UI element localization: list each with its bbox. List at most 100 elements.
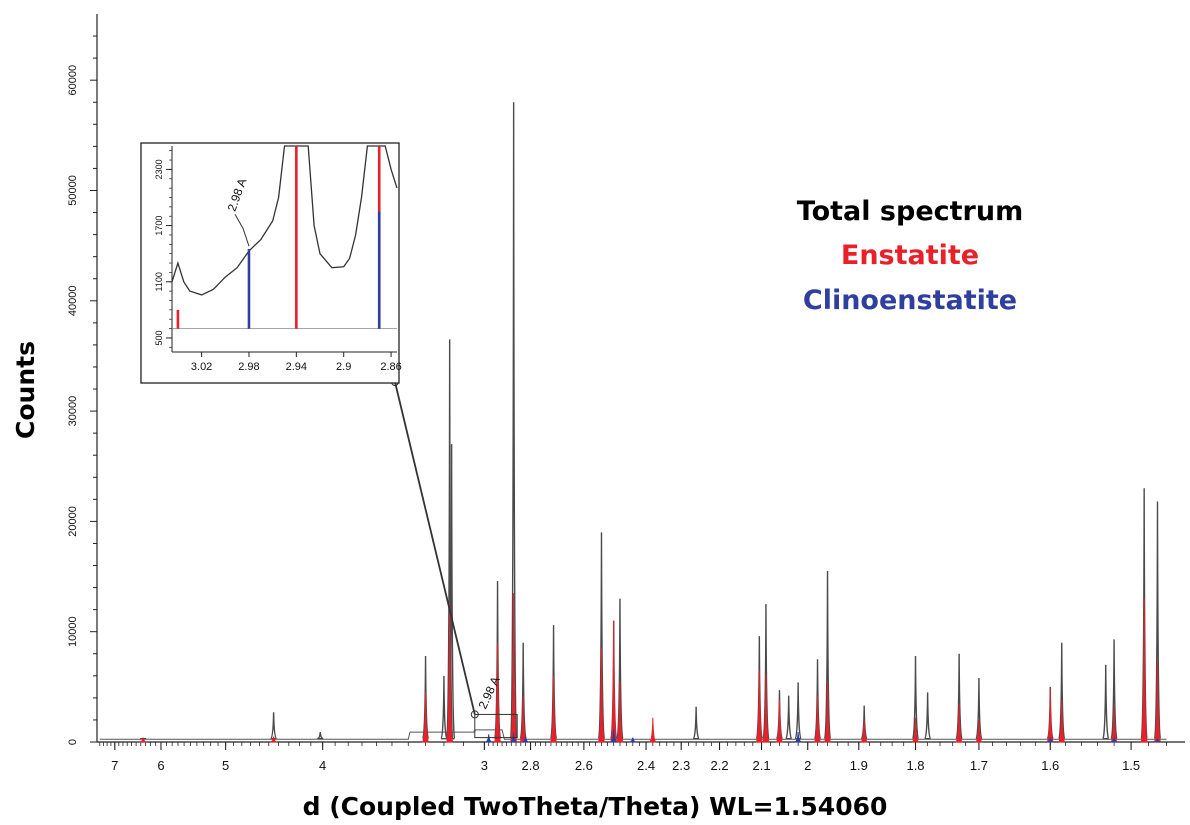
- total-spectrum-peak: [860, 705, 868, 740]
- clinoenstatite-peak: [1153, 738, 1162, 743]
- x-tick-label: 2.2: [710, 758, 728, 773]
- enstatite-peak: [823, 681, 832, 743]
- enstatite-peak: [493, 642, 502, 743]
- enstatite-peak: [761, 673, 770, 743]
- y-tick-label: 0: [67, 739, 79, 745]
- y-tick-label: 60000: [67, 65, 79, 96]
- legend: Total spectrum Enstatite Clinoenstatite: [797, 196, 1023, 316]
- total-spectrum-peak: [794, 682, 802, 740]
- enstatite-peak: [860, 719, 868, 743]
- legend-enstatite: Enstatite: [841, 240, 979, 271]
- enstatite-peak: [975, 719, 983, 743]
- enstatite-peak: [955, 703, 964, 743]
- enstatite-peak: [139, 737, 147, 743]
- enstatite-peak: [509, 593, 518, 743]
- inset-x-tick-label: 2.86: [380, 361, 401, 373]
- total-spectrum-peak: [692, 706, 700, 740]
- legend-clinoenstatite: Clinoenstatite: [803, 285, 1017, 316]
- total-spectrum-peak: [823, 571, 832, 740]
- inset-y-tick-label: 500: [154, 330, 164, 345]
- x-tick-label: 1.9: [850, 758, 868, 773]
- x-tick-label: 7: [111, 758, 118, 773]
- x-tick-label: 1.7: [970, 758, 988, 773]
- inset-total-spectrum-curve: [171, 145, 398, 296]
- x-tick-label: 2.4: [637, 758, 655, 773]
- total-spectrum-peak: [440, 675, 448, 740]
- x-tick-label: 1.5: [1122, 758, 1140, 773]
- total-spectrum-peak: [1102, 664, 1110, 740]
- total-spectrum-peak: [270, 712, 278, 740]
- y-tick-label: 40000: [67, 285, 79, 316]
- total-spectrum-peak: [445, 339, 454, 740]
- x-tick-label: 2.1: [752, 758, 770, 773]
- zoom-region-box: [474, 713, 518, 739]
- enstatite-peak: [1140, 598, 1149, 743]
- enstatite-peak: [813, 695, 822, 743]
- x-tick-label: 2.3: [672, 758, 690, 773]
- total-spectrum-peak: [975, 678, 983, 740]
- x-tick-label: 3: [481, 758, 488, 773]
- x-tick-label: 1.8: [906, 758, 924, 773]
- total-spectrum-peak: [1058, 642, 1066, 740]
- y-tick-label: 30000: [67, 396, 79, 427]
- y-tick-label: 20000: [67, 506, 79, 537]
- inset-y-tick-label: 1700: [154, 216, 164, 236]
- x-tick-label: 2.8: [522, 758, 540, 773]
- zoom-connector-line: [394, 381, 476, 715]
- enstatite-peak: [597, 648, 606, 743]
- enstatite-peak: [270, 736, 278, 743]
- enstatite-peak: [421, 692, 430, 743]
- total-spectrum-peak: [509, 102, 518, 740]
- total-spectrum-peak: [911, 655, 920, 740]
- enstatite-peak: [775, 700, 784, 743]
- x-tick-label: 2: [804, 758, 811, 773]
- total-spectrum-peak: [519, 642, 527, 740]
- enstatite-peak: [755, 670, 764, 743]
- inset-frame: [140, 142, 400, 384]
- total-spectrum-peak: [421, 655, 430, 740]
- enstatite-peak: [615, 681, 624, 743]
- clinoenstatite-peak: [1046, 737, 1054, 743]
- x-tick-label: 6: [157, 758, 164, 773]
- enstatite-peak: [1153, 659, 1162, 743]
- clinoenstatite-peak: [629, 737, 637, 743]
- enstatite-peak: [911, 717, 920, 743]
- total-spectrum-peak: [762, 604, 770, 740]
- inset-x-tick-label: 2.98: [238, 361, 259, 373]
- x-axis-title: d (Coupled TwoTheta/Theta) WL=1.54060: [303, 792, 888, 821]
- enstatite-peak: [549, 675, 558, 743]
- total-spectrum-peak: [785, 695, 793, 740]
- total-spectrum-peak: [955, 653, 963, 740]
- clinoenstatite-peak: [522, 736, 530, 743]
- x-tick-label: 5: [222, 758, 229, 773]
- inset-x-tick-label: 3.02: [191, 361, 212, 373]
- enstatite-peak: [609, 620, 618, 743]
- y-tick-label: 50000: [67, 175, 79, 206]
- enstatite-peak: [445, 604, 454, 743]
- clinoenstatite-peak: [1110, 737, 1118, 743]
- inset-y-tick-label: 2300: [154, 159, 164, 179]
- total-spectrum-peak: [1153, 501, 1162, 740]
- total-spectrum-peak: [923, 692, 932, 740]
- total-spectrum-peak: [1110, 639, 1118, 740]
- inset-x-tick-label: 2.9: [336, 361, 351, 373]
- inset-annotation-leader: [234, 213, 250, 247]
- axes: 0 10000 20000 30000 40000 50000 60000 7 6 5 4 3 2.8 2…: [67, 14, 1185, 773]
- total-spectrum-peak: [597, 532, 606, 740]
- enstatite-peak: [1046, 689, 1055, 743]
- clinoenstatite-peak: [485, 734, 493, 743]
- inset-x-tick-label: 2.94: [286, 361, 307, 373]
- clinoenstatite-peak: [610, 728, 618, 743]
- legend-total-spectrum: Total spectrum: [797, 196, 1023, 227]
- y-tick-label: 10000: [67, 616, 79, 647]
- total-spectrum-peak: [813, 659, 822, 740]
- enstatite-peak: [519, 695, 528, 743]
- x-tick-label: 2.6: [575, 758, 593, 773]
- enstatite-peak: [649, 717, 657, 743]
- inset-y-tick-label: 1100: [154, 272, 164, 291]
- total-spectrum-peak: [616, 598, 624, 740]
- x-tick-label: 4: [319, 758, 326, 773]
- enstatite-peak: [1057, 700, 1066, 743]
